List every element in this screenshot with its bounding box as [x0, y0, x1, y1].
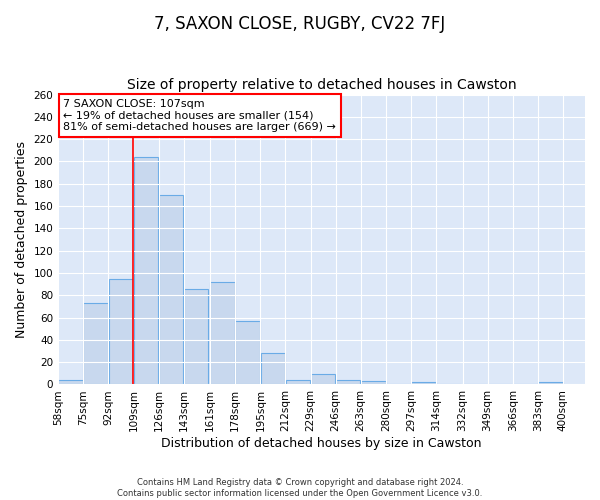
Bar — [211, 282, 235, 384]
Bar — [260, 353, 285, 384]
Y-axis label: Number of detached properties: Number of detached properties — [15, 141, 28, 338]
Bar — [361, 381, 386, 384]
Bar — [109, 278, 133, 384]
Bar — [83, 303, 108, 384]
Bar — [311, 374, 335, 384]
Title: Size of property relative to detached houses in Cawston: Size of property relative to detached ho… — [127, 78, 517, 92]
Bar — [134, 157, 158, 384]
Bar — [235, 321, 260, 384]
Bar — [336, 380, 361, 384]
Text: 7 SAXON CLOSE: 107sqm
← 19% of detached houses are smaller (154)
81% of semi-det: 7 SAXON CLOSE: 107sqm ← 19% of detached … — [64, 99, 337, 132]
Text: Contains HM Land Registry data © Crown copyright and database right 2024.
Contai: Contains HM Land Registry data © Crown c… — [118, 478, 482, 498]
Bar — [411, 382, 436, 384]
Bar — [538, 382, 563, 384]
Text: 7, SAXON CLOSE, RUGBY, CV22 7FJ: 7, SAXON CLOSE, RUGBY, CV22 7FJ — [154, 15, 446, 33]
Bar — [58, 380, 83, 384]
Bar — [184, 288, 208, 384]
X-axis label: Distribution of detached houses by size in Cawston: Distribution of detached houses by size … — [161, 437, 482, 450]
Bar — [159, 195, 184, 384]
Bar — [286, 380, 310, 384]
